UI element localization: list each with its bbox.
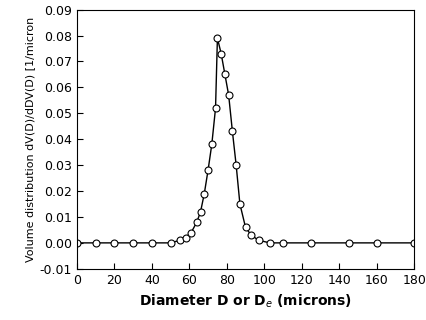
Y-axis label: Volume distribution dV(D)/dDV(D) [1/micron: Volume distribution dV(D)/dDV(D) [1/micr… bbox=[26, 17, 35, 262]
X-axis label: Diameter D or D$_e$ (microns): Diameter D or D$_e$ (microns) bbox=[139, 292, 351, 310]
